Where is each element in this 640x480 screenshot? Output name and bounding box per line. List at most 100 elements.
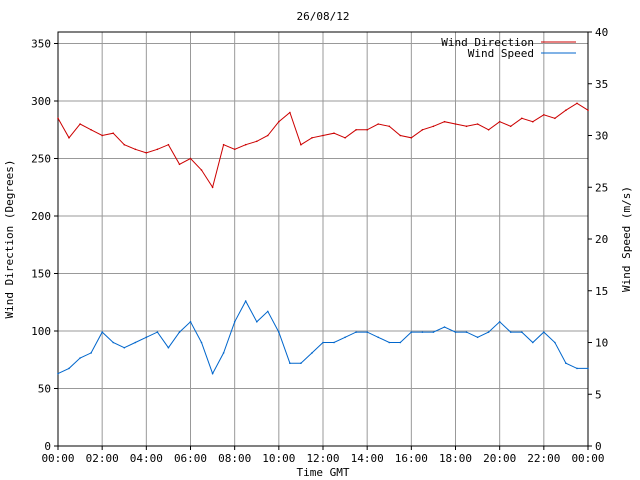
left-tick-label: 200 [31,210,51,223]
wind-direction-point [57,117,59,120]
wind-speed-point [101,331,103,333]
wind-direction-point [233,148,236,151]
wind-direction-point [178,163,181,166]
wind-speed-point [244,300,247,302]
wind-speed-point [521,331,523,333]
legend-label-wind-speed: Wind Speed [468,47,534,60]
grid-lines [58,32,588,446]
right-tick-label: 40 [595,26,608,39]
wind-speed-point [532,341,534,344]
wind-direction-point [300,143,302,146]
wind-speed-point [465,331,468,333]
right-tick-label: 20 [595,233,608,246]
wind-direction-point [333,132,335,134]
wind-speed-point [145,336,148,339]
wind-speed-point [222,352,225,354]
wind-direction-point [443,120,446,123]
wind-speed-point [322,341,324,344]
wind-speed-point [90,352,92,354]
wind-speed-point [565,362,567,365]
wind-speed-point [509,331,512,333]
wind-direction-point [211,186,214,189]
wind-speed-point [255,321,258,323]
wind-direction-point [432,125,435,128]
wind-speed-point [344,336,346,339]
wind-direction-point [79,123,81,125]
wind-direction-point [278,120,280,123]
x-tick-label: 00:00 [571,452,604,465]
wind-direction-point [145,152,148,154]
wind-speed-point [233,321,236,323]
wind-direction-point [576,102,578,105]
left-tick-label: 0 [44,440,51,453]
wind-direction-point [554,117,556,120]
left-tick-label: 250 [31,153,51,166]
legend: Wind Direction Wind Speed [441,36,576,60]
wind-direction-point [587,109,589,111]
wind-direction-point [156,148,159,151]
wind-speed-point [333,341,335,344]
right-tick-label: 35 [595,78,608,91]
wind-speed-point [454,331,457,333]
wind-speed-point [388,341,391,344]
wind-speed-point [476,336,479,339]
x-tick-label: 22:00 [527,452,560,465]
wind-speed-point [377,336,380,339]
wind-speed-point [134,341,137,344]
wind-direction-point [101,134,103,137]
x-tick-label: 00:00 [41,452,74,465]
wind-speed-point [399,341,402,344]
wind-speed-point [200,341,203,344]
wind-speed-point [311,352,313,354]
x-tick-label: 12:00 [306,452,339,465]
wind-speed-point [421,331,424,333]
right-tick-label: 15 [595,285,608,298]
wind-direction-point [322,134,324,137]
wind-direction-point [200,169,203,171]
wind-speed-point [211,372,214,375]
left-tick-label: 300 [31,95,51,108]
wind-speed-point [189,321,192,323]
wind-direction-point [244,143,247,146]
left-tick-label: 50 [38,383,51,396]
x-tick-label: 08:00 [218,452,251,465]
wind-speed-point [587,367,589,370]
x-axis: 00:00 02:00 04:00 06:00 08:00 10:00 12:00 14:00… [41,446,605,465]
wind-speed-point [289,362,291,365]
x-tick-label: 02:00 [86,452,119,465]
wind-direction-point [421,129,424,131]
right-tick-label: 5 [595,388,602,401]
wind-direction-point [498,120,501,123]
wind-direction-point [123,143,126,146]
right-tick-label: 10 [595,337,608,350]
x-tick-label: 10:00 [262,452,295,465]
wind-direction-point [90,129,92,131]
x-axis-label: Time GMT [297,466,350,479]
wind-speed-point [355,331,357,333]
left-tick-label: 150 [31,268,51,281]
wind-direction-point [377,123,380,125]
wind-direction-point [487,129,490,131]
wind-direction-point [476,123,479,125]
series-layer [57,102,589,375]
wind-direction-point [134,148,137,151]
wind-speed-point [366,331,369,333]
wind-speed-point [57,372,59,375]
x-tick-label: 16:00 [395,452,428,465]
wind-speed-point [432,331,435,333]
wind-speed-point [300,362,302,365]
legend-label-wind-direction: Wind Direction [441,36,534,49]
wind-speed-point [498,321,501,323]
left-tick-label: 350 [31,38,51,51]
wind-direction-point [410,137,413,139]
x-tick-label: 20:00 [483,452,516,465]
left-axis: 0 50 100 150 200 250 300 350 [31,38,58,453]
wind-speed-point [68,367,70,370]
wind-speed-point [278,331,280,333]
wind-direction-point [454,123,457,125]
wind-direction-point [255,140,258,143]
wind-direction-point [112,132,114,134]
wind-speed-point [576,367,578,370]
wind-speed-point [487,331,490,333]
